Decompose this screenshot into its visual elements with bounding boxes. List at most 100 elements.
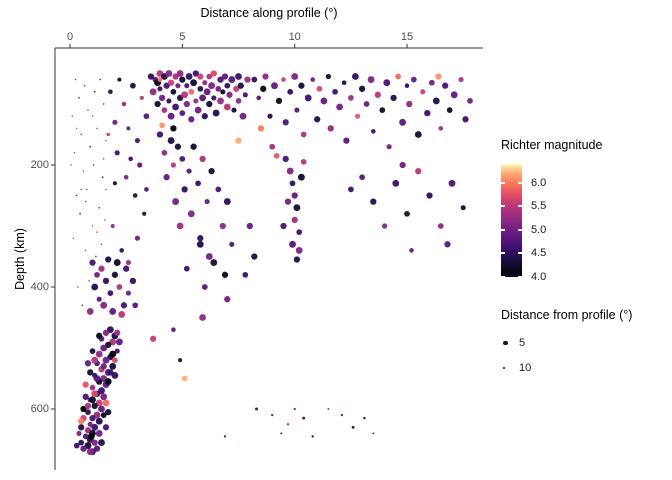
data-point [363,101,370,107]
data-point [78,97,80,99]
data-point [221,73,229,80]
data-point [102,399,110,407]
data-point [239,112,247,120]
data-point [181,186,188,193]
data-point [271,413,274,417]
data-point [94,255,97,258]
data-point [108,89,113,95]
data-point [123,265,130,272]
data-point [193,98,199,104]
data-point [199,314,207,321]
data-point [392,179,400,187]
data-point [298,82,305,89]
data-point [129,277,137,285]
data-point [242,271,249,278]
data-point [100,393,108,401]
data-point [355,113,361,119]
data-point [96,231,98,233]
data-point [139,95,144,100]
data-point [343,137,350,144]
data-point [121,101,127,107]
data-point [460,205,466,211]
data-point [414,131,422,138]
data-point [179,76,186,83]
data-point [428,79,435,86]
data-point [183,100,190,108]
data-point [78,424,85,431]
data-point [186,168,192,174]
data-point [176,70,184,77]
data-point [175,83,181,89]
data-point [105,408,112,416]
colorbar-tick-label: 4.0 [531,271,547,283]
data-point [291,192,298,199]
data-point [201,284,208,290]
data-point [98,206,101,209]
data-point [195,180,201,187]
data-point [371,129,376,134]
colorbar-tick [501,252,505,255]
data-point [172,198,180,206]
data-point [327,125,334,132]
data-point [72,237,75,239]
data-point [88,280,90,282]
data-point [196,240,204,248]
x-axis-title: Distance along profile (°) [200,6,338,20]
data-point [257,125,265,132]
data-point [284,198,292,205]
data-point [125,290,131,296]
data-point [102,277,110,285]
data-point [89,414,96,422]
data-point [84,402,92,410]
data-point [280,432,283,435]
y-tick-label: 200 [30,159,49,171]
data-point [96,127,98,130]
data-point [184,83,190,89]
data-point [341,80,347,85]
data-point [210,259,218,267]
data-point [181,375,188,382]
data-point [271,82,278,90]
data-point [390,94,397,102]
data-point [282,119,289,126]
data-point [87,109,89,111]
data-point [73,442,80,449]
data-point [91,225,94,227]
data-point [147,73,155,80]
data-point [183,265,190,272]
data-point [244,76,251,83]
data-point [363,416,366,420]
data-point [351,425,355,429]
data-point [112,119,118,125]
data-point [251,253,258,260]
y-tick-label: 400 [30,281,49,293]
size-legend-item: 10 [503,356,531,380]
data-point [167,79,175,86]
data-point [246,222,253,230]
data-point [399,161,406,169]
data-point [420,89,426,95]
data-point [188,116,195,123]
colorbar-tick-label: 5.5 [531,200,547,213]
data-point [192,70,199,77]
data-point [231,107,237,113]
data-point [91,439,98,446]
data-point [82,433,89,440]
data-point [262,73,269,80]
data-point [286,423,290,426]
colorbar-tick [518,205,522,208]
colorbar-tick-label: 5.0 [531,223,547,236]
data-point [170,162,176,168]
data-point [399,118,407,126]
data-point [137,162,143,168]
data-point [188,88,195,95]
data-point [374,91,381,98]
data-point [282,155,289,163]
colorbar-gradient [501,164,522,278]
data-point [109,307,117,315]
data-point [86,448,94,456]
data-point [314,116,321,123]
data-point [359,174,365,181]
data-point [415,167,422,175]
x-tick-label: 10 [288,31,301,43]
